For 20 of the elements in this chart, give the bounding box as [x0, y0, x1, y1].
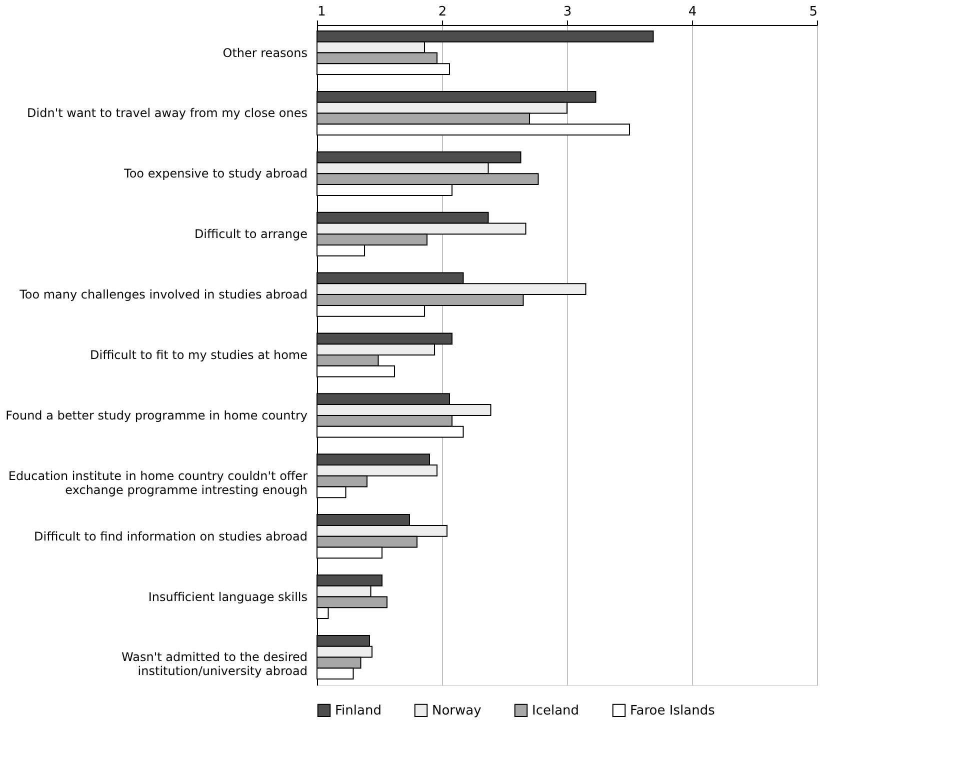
y-tick-label: Too expensive to study abroad [123, 166, 308, 181]
legend-label: Norway [432, 703, 482, 718]
y-tick-label: Other reasons [222, 46, 308, 60]
y-tick-label: Found a better study programme in home country [6, 408, 308, 422]
y-tick-label: Insufficient language skills [148, 590, 308, 604]
legend-label: Iceland [532, 703, 580, 718]
y-tick-label: Difficult to find information on studies abroad [34, 529, 308, 544]
y-tick-label: Didn't want to travel away from my close ones [27, 106, 308, 120]
y-tick-label: Wasn't admitted to the desired institution/university abroad [122, 650, 308, 678]
x-tick-label: 2 [438, 4, 447, 20]
x-tick-label: 3 [563, 4, 572, 20]
legend-label: Faroe Islands [630, 703, 716, 718]
x-tick-label: 1 [318, 4, 326, 20]
x-tick-label: 4 [688, 4, 697, 20]
x-tick-label: 5 [809, 4, 818, 20]
y-tick-label: Difficult to fit to my studies at home [90, 348, 308, 362]
y-tick-label: Too many challenges involved in studies abroad [18, 288, 308, 302]
legend-label: Finland [335, 703, 382, 718]
y-tick-label: Difficult to arrange [194, 227, 308, 242]
y-tick-label: Education institute in home country couldn't offer exchange programme intresting enough [8, 468, 308, 497]
